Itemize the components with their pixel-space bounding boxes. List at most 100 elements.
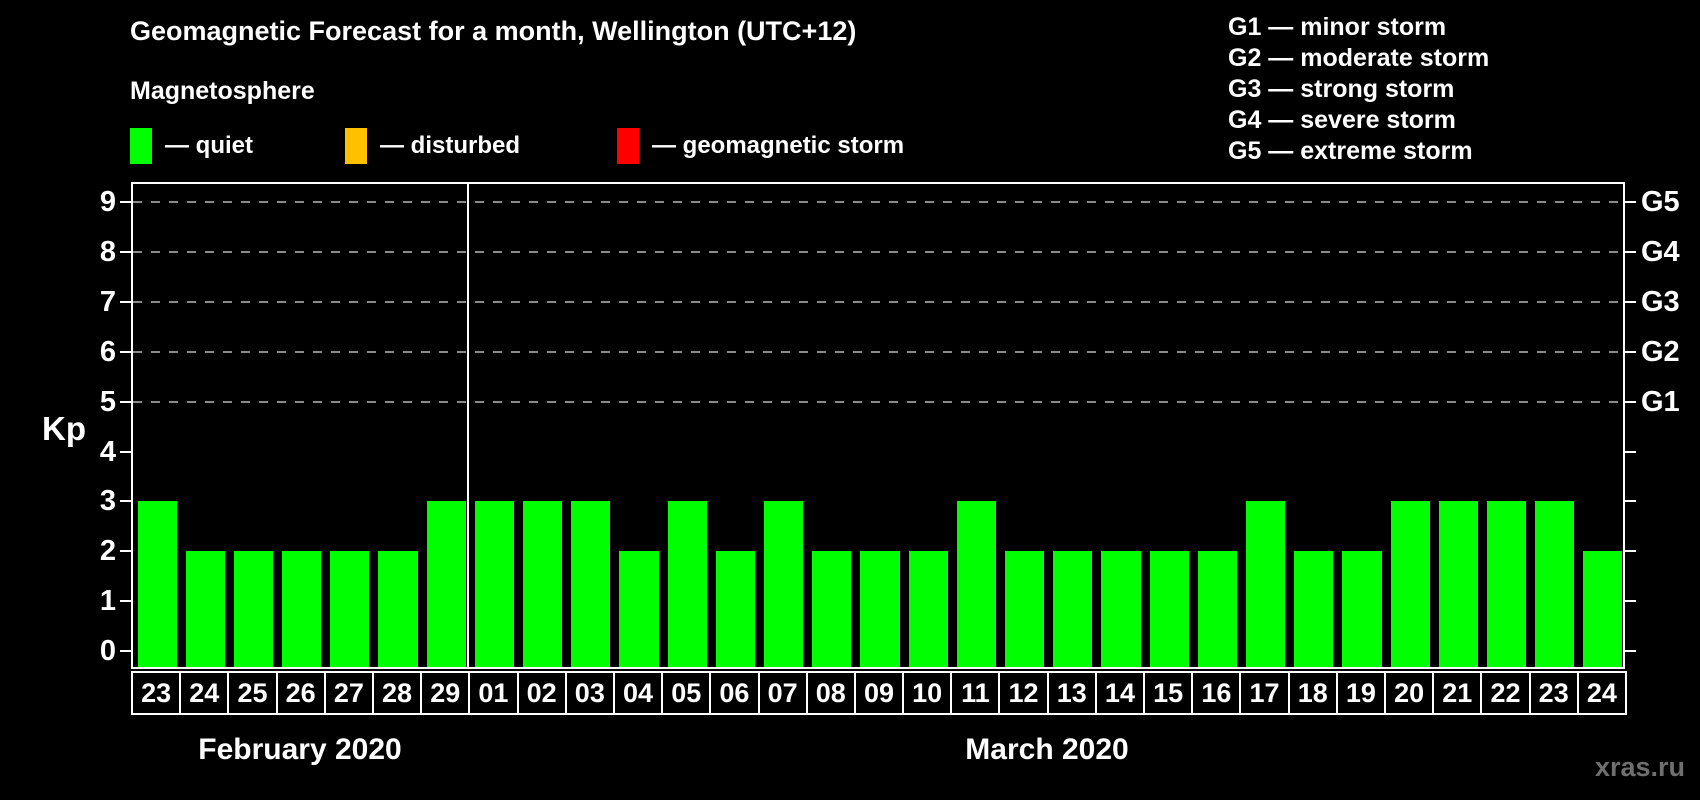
quiet-color-swatch: [130, 128, 152, 164]
y-tick-label: 0: [99, 635, 116, 667]
day-label: 23: [131, 671, 182, 715]
y-tick-label: 3: [99, 485, 116, 518]
gridline-kp6: [133, 350, 1623, 353]
gridline-kp7: [133, 301, 1623, 304]
legend-item-storm: — geomagnetic storm: [617, 128, 904, 164]
y-tick-label: 5: [99, 385, 116, 418]
chart-title: Geomagnetic Forecast for a month, Wellin…: [130, 16, 857, 46]
disturbed-color-swatch: [345, 128, 367, 164]
kp-bar-day-06: [715, 551, 755, 667]
right-axis-tick: [1625, 400, 1636, 403]
g-scale-legend-row: G5 — extreme storm: [1228, 137, 1473, 165]
day-label: 17: [1239, 671, 1290, 715]
y-tick-label: 1: [99, 585, 116, 618]
y-axis-tick: [120, 600, 131, 603]
y-tick-label: 2: [99, 535, 116, 568]
y-tick-label: 9: [99, 186, 116, 219]
kp-bar-day-15: [1149, 551, 1189, 667]
legend-item-quiet: — quiet: [130, 128, 253, 164]
right-axis-tick: [1625, 350, 1636, 353]
kp-bar-day-25: [233, 551, 274, 667]
month-separator-line: [467, 184, 470, 667]
right-axis-label-g3: G3: [1641, 286, 1680, 319]
kp-bar-day-11: [956, 501, 996, 667]
g-scale-legend: G1 — minor storm G2 — moderate storm G3 …: [1228, 12, 1489, 167]
kp-bar-day-09: [860, 551, 900, 667]
y-axis-title: Kp: [42, 410, 86, 447]
kp-bar-day-12: [1004, 551, 1045, 667]
y-axis-tick: [120, 251, 131, 254]
y-axis-tick: [120, 650, 131, 652]
kp-bar-day-24: [1583, 551, 1623, 667]
kp-bar-day-05: [667, 501, 707, 667]
day-label: 14: [1094, 671, 1146, 715]
y-axis-tick: [120, 500, 131, 503]
day-label: 07: [757, 671, 808, 715]
y-axis-tick: [120, 450, 131, 453]
y-tick-label: 6: [99, 335, 116, 368]
kp-bar-day-23: [1535, 501, 1575, 667]
day-label: 23: [1528, 671, 1579, 715]
right-axis-tick: [1625, 650, 1636, 652]
right-axis-label-g2: G2: [1641, 335, 1680, 368]
day-label: 28: [371, 671, 423, 715]
right-axis-tick: [1625, 450, 1636, 453]
kp-bar-day-03: [571, 501, 611, 667]
kp-bar-day-28: [378, 551, 418, 667]
month-label-march: March 2020: [965, 733, 1129, 766]
right-axis-label-g1: G1: [1641, 385, 1680, 418]
legend-heading: Magnetosphere: [130, 77, 315, 105]
right-axis-label-g4: G4: [1641, 236, 1680, 269]
right-axis-tick: [1625, 251, 1636, 254]
kp-bar-day-22: [1486, 501, 1527, 667]
right-axis-tick: [1625, 500, 1636, 503]
right-axis-tick: [1625, 201, 1636, 204]
kp-bar-day-20: [1390, 501, 1430, 667]
g-scale-legend-row: G1 — minor storm: [1228, 13, 1447, 41]
kp-bar-day-27: [330, 551, 370, 667]
kp-bar-day-23: [137, 501, 177, 667]
day-label: 19: [1335, 671, 1387, 715]
day-label: 04: [612, 671, 664, 715]
kp-bar-day-02: [523, 501, 563, 667]
legend-item-label: — disturbed: [380, 132, 521, 159]
kp-bar-day-21: [1438, 501, 1478, 667]
kp-bar-day-07: [764, 501, 804, 667]
legend-item-label: — geomagnetic storm: [652, 132, 905, 159]
right-axis-label-g5: G5: [1641, 186, 1680, 219]
day-label: 27: [323, 671, 374, 715]
day-label: 18: [1287, 671, 1338, 715]
day-label: 24: [179, 671, 230, 715]
y-tick-label: 8: [99, 236, 116, 269]
legend-item-label: — quiet: [165, 132, 253, 159]
y-axis-tick: [120, 301, 131, 304]
month-label-february: February 2020: [198, 733, 402, 766]
day-label: 08: [805, 671, 856, 715]
day-label: 11: [950, 671, 1001, 715]
kp-bar-day-10: [908, 551, 948, 667]
watermark: xras.ru: [1594, 752, 1685, 782]
gridline-kp8: [133, 251, 1623, 254]
day-label: 29: [420, 671, 471, 715]
right-axis-tick: [1625, 600, 1636, 603]
day-label: 21: [1432, 671, 1483, 715]
gridline-kp5: [133, 400, 1623, 403]
y-tick-label: 4: [99, 435, 116, 468]
day-label: 10: [902, 671, 953, 715]
day-label: 24: [1576, 671, 1627, 715]
legend-item-disturbed: — disturbed: [345, 128, 520, 164]
kp-bar-day-17: [1245, 501, 1286, 667]
gridline-kp9: [133, 201, 1623, 204]
day-label: 15: [1143, 671, 1194, 715]
kp-bar-day-19: [1342, 551, 1382, 667]
kp-bar-day-13: [1053, 551, 1093, 667]
storm-color-swatch: [617, 128, 639, 164]
kp-bar-day-29: [426, 501, 466, 667]
y-axis-tick: [120, 350, 131, 353]
g-scale-legend-row: G3 — strong storm: [1228, 75, 1455, 103]
y-axis-tick: [120, 400, 131, 403]
day-label: 01: [468, 671, 519, 715]
g-scale-legend-row: G4 — severe storm: [1228, 106, 1456, 134]
g-scale-legend-row: G2 — moderate storm: [1228, 44, 1490, 72]
